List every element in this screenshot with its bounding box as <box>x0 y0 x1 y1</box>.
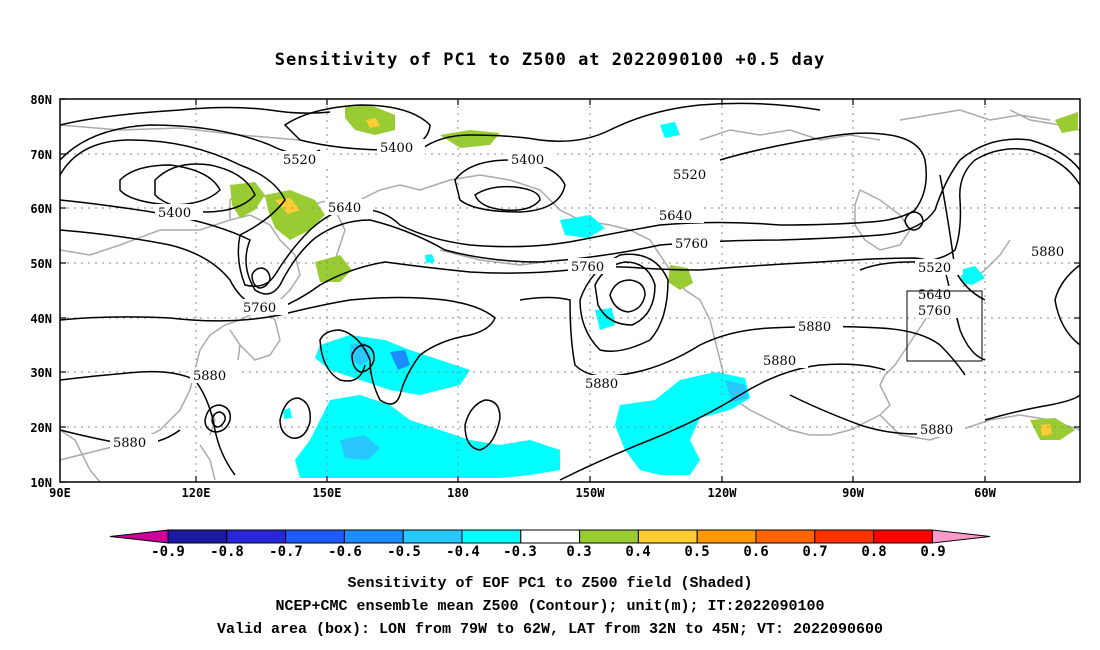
lat-label: 80N <box>30 93 52 107</box>
chart-title: Sensitivity of PC1 to Z500 at 2022090100… <box>274 50 826 70</box>
contour-label: 5760 <box>918 304 951 319</box>
colorbar-label: 0.3 <box>566 544 591 560</box>
colorbar-label: -0.4 <box>446 544 480 560</box>
contour-label: 5520 <box>918 261 951 276</box>
contour-label: 5400 <box>511 153 544 168</box>
colorbar-label: 0.4 <box>625 544 650 560</box>
colorbar-labels: -0.9 -0.8 -0.7 -0.6 -0.5 -0.4 -0.3 0.3 0… <box>151 544 946 560</box>
lat-label: 70N <box>30 148 52 162</box>
lat-label: 50N <box>30 257 52 271</box>
colorbar-swatch <box>461 529 522 544</box>
colorbar-label: 0.5 <box>684 544 709 560</box>
colorbar-low-arrow <box>109 529 169 544</box>
lon-label: 180 <box>447 486 469 500</box>
lon-label: 120W <box>708 486 738 500</box>
colorbar-swatch <box>285 529 345 544</box>
colorbar-swatch <box>755 529 816 544</box>
longitude-labels: 90E 120E 150E 180 150W 120W 90W 60W <box>49 486 996 500</box>
contour-label: 5640 <box>918 288 951 303</box>
lon-label: 90E <box>49 486 71 500</box>
colorbar <box>109 529 991 544</box>
caption-line: Sensitivity of EOF PC1 to Z500 field (Sh… <box>347 575 753 592</box>
colorbar-label: -0.7 <box>269 544 303 560</box>
contour-label: 5880 <box>798 320 831 335</box>
contour-label: 5640 <box>659 209 692 224</box>
contour-label: 5760 <box>243 301 276 316</box>
map-frame <box>59 98 1081 483</box>
colorbar-label: 0.7 <box>802 544 827 560</box>
colorbar-label: 0.6 <box>743 544 768 560</box>
latitude-labels: 80N 70N 60N 50N 40N 30N 20N 10N <box>30 93 52 490</box>
lon-label: 150W <box>576 486 606 500</box>
colorbar-label: -0.3 <box>503 544 537 560</box>
lon-label: 120E <box>182 486 211 500</box>
contour-label: 5880 <box>193 369 226 384</box>
colorbar-swatch <box>343 529 404 544</box>
colorbar-swatch <box>873 529 933 544</box>
colorbar-label: 0.8 <box>861 544 886 560</box>
lat-label: 30N <box>30 366 52 380</box>
valid-area-box <box>906 290 983 362</box>
colorbar-label: -0.6 <box>328 544 362 560</box>
contour-label: 5400 <box>158 206 191 221</box>
caption-line: NCEP+CMC ensemble mean Z500 (Contour); u… <box>275 598 825 615</box>
colorbar-high-arrow <box>931 529 991 544</box>
colorbar-swatch <box>696 529 757 544</box>
lat-label: 40N <box>30 312 52 326</box>
contour-label: 5640 <box>328 201 361 216</box>
lon-label: 90W <box>842 486 864 500</box>
colorbar-swatch <box>579 529 639 544</box>
contour-label: 5400 <box>380 141 413 156</box>
contour-label: 5880 <box>585 377 618 392</box>
contour-label: 5880 <box>1031 245 1064 260</box>
contour-label: 5880 <box>113 436 146 451</box>
lat-label: 10N <box>30 476 52 490</box>
contour-labels: 5400 5400 5400 5520 5520 5520 5640 5640 … <box>110 139 1076 451</box>
contour-label: 5880 <box>920 423 953 438</box>
contour-label: 5880 <box>763 354 796 369</box>
lon-label: 60W <box>974 486 996 500</box>
colorbar-swatch <box>814 529 875 544</box>
contour-label: 5760 <box>571 260 604 275</box>
colorbar-label: -0.8 <box>210 544 244 560</box>
contour-label: 5760 <box>675 237 708 252</box>
colorbar-label: -0.5 <box>387 544 421 560</box>
z500-contours <box>59 102 1081 481</box>
colorbar-label: -0.9 <box>151 544 185 560</box>
colorbar-swatch <box>402 529 463 544</box>
caption-line: Valid area (box): LON from 79W to 62W, L… <box>216 621 884 638</box>
lat-label: 60N <box>30 202 52 216</box>
colorbar-swatch <box>226 529 287 544</box>
colorbar-swatch <box>637 529 698 544</box>
lat-label: 20N <box>30 421 52 435</box>
contour-label: 5520 <box>283 153 316 168</box>
colorbar-swatch <box>167 529 228 544</box>
sensitivity-shading <box>230 105 1078 478</box>
colorbar-swatch <box>520 529 581 544</box>
axis-ticks <box>60 98 1080 483</box>
lon-label: 150E <box>313 486 342 500</box>
colorbar-label: 0.9 <box>920 544 945 560</box>
contour-label: 5520 <box>673 168 706 183</box>
